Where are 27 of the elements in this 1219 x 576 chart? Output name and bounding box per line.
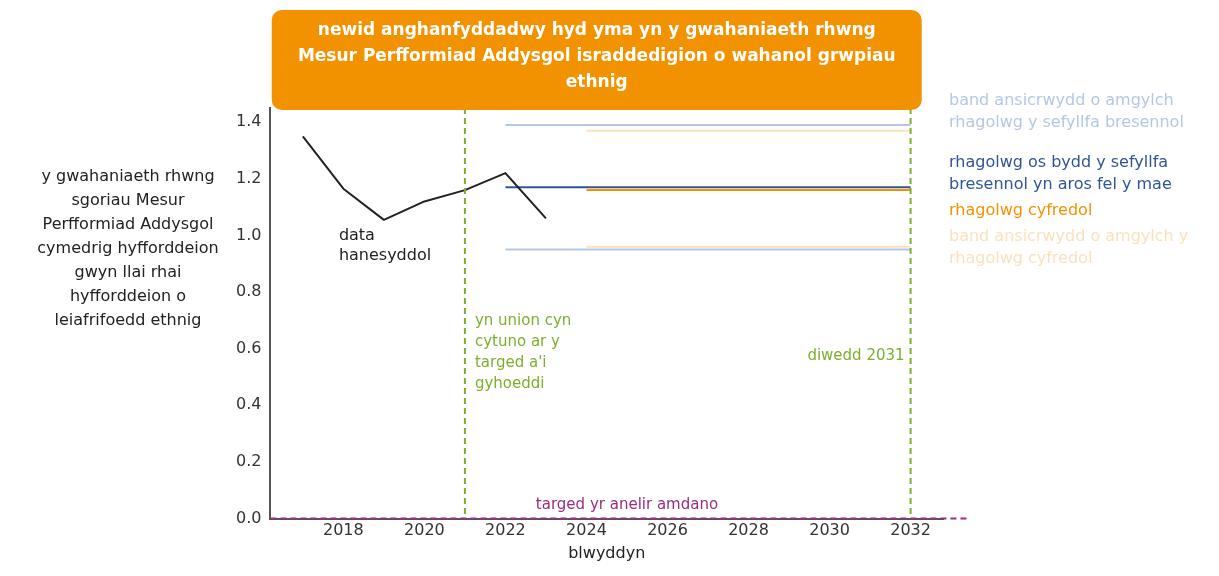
x-tick-label: 2026 — [647, 520, 688, 540]
ref-line-label: targed yr anelir amdano — [535, 494, 719, 513]
ref-line-label: diwedd 2031 — [807, 345, 905, 364]
chart-title: newid anghanfyddadwy hyd yma yn y gwahaniaeth rhwng Mesur Perfformiad Addysgol israddedigion o wahanol grwpiau ethnig — [297, 18, 896, 91]
ref-line-label: yn union cyn cytuno ar y targed a'i gyhoeddi — [474, 310, 572, 392]
x-tick-label: 2024 — [566, 520, 607, 540]
y-tick-label: 0.2 — [235, 451, 262, 471]
text: band ansicrwydd o amgylch y rhagolwg cyfredol — [949, 226, 1189, 268]
series-label: data hanesyddol — [338, 225, 432, 265]
text: band ansicrwydd o amgylch rhagolwg y sefyllfa bresennol — [949, 90, 1184, 132]
y-tick-label: 0.6 — [235, 337, 262, 357]
x-axis-title: blwyddyn — [568, 542, 646, 562]
y-tick-label: 0.8 — [235, 281, 262, 301]
y-tick-label: 0.4 — [235, 394, 262, 414]
y-tick-label: 0.0 — [235, 507, 262, 527]
y-tick-label: 1.4 — [235, 111, 262, 131]
y-axis-title: y gwahaniaeth rhwng sgoriau Mesur Perfformiad Addysgol cymedrig hyfforddeion gwyn llai rhai hyfforddeion o leiafrifoedd ethnig — [37, 166, 219, 330]
x-tick-label: 2028 — [728, 520, 769, 540]
x-tick-label: 2022 — [485, 520, 526, 540]
text: rhagolwg os bydd y sefyllfa bresennol yn aros fel y mae — [949, 152, 1172, 194]
text: rhagolwg cyfredol — [949, 200, 1093, 220]
x-tick-label: 2020 — [404, 520, 445, 540]
x-tick-label: 2032 — [890, 520, 931, 540]
x-tick-label: 2030 — [809, 520, 850, 540]
y-tick-label: 1.0 — [235, 224, 262, 244]
y-tick-label: 1.2 — [235, 167, 262, 187]
x-tick-label: 2018 — [323, 520, 364, 540]
